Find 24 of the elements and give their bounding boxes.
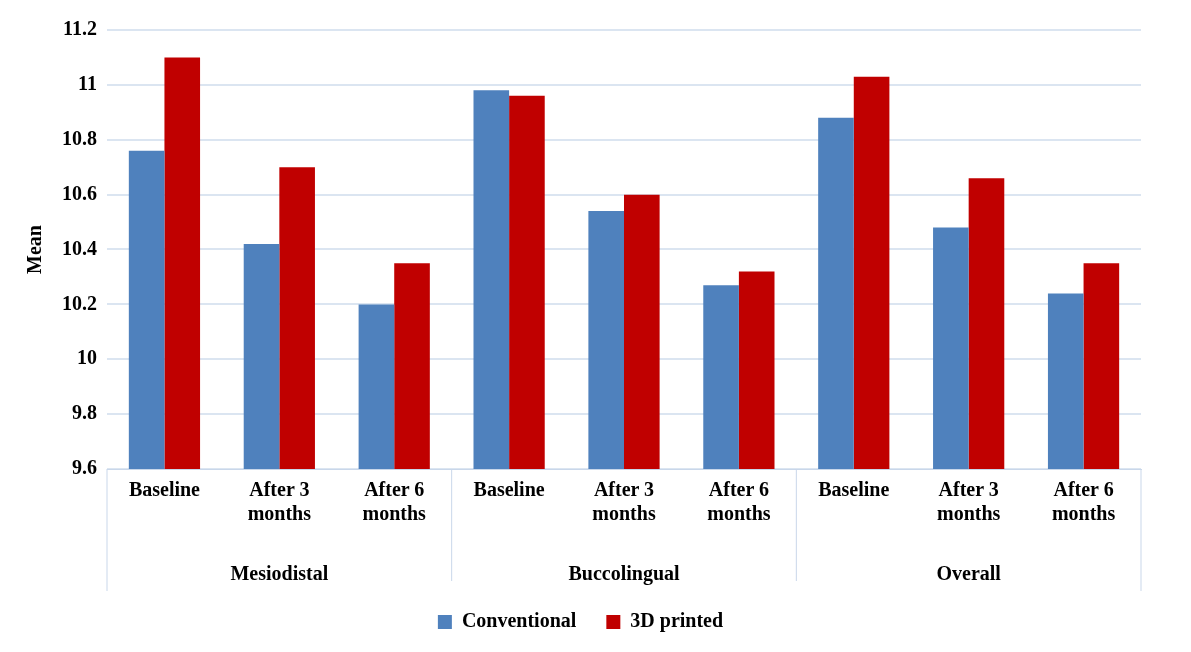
y-tick-label: 9.8 — [72, 401, 97, 424]
x-tick-label: Baseline — [473, 478, 545, 501]
x-tick-label: Baseline — [818, 478, 890, 501]
y-tick-label: 11 — [78, 72, 97, 95]
y-tick-label: 11.2 — [63, 17, 97, 40]
legend-label: 3D printed — [630, 609, 724, 633]
y-tick-label: 10 — [77, 346, 97, 369]
x-tick-label: After 6 months — [707, 478, 771, 525]
x-tick-label: After 3 months — [936, 478, 1001, 525]
x-tick-label: After 3 months — [247, 478, 312, 525]
y-tick-label: 10.4 — [62, 236, 97, 259]
x-tick-label: After 6 months — [1051, 478, 1116, 525]
x-tick-label: After 6 months — [362, 478, 427, 525]
y-tick-label: 10.8 — [62, 126, 97, 149]
y-tick-label: 10.2 — [62, 291, 97, 314]
y-axis-title: Mean — [23, 225, 46, 274]
text: Mesiodistal — [230, 562, 329, 585]
y-tick-label: 10.6 — [62, 181, 97, 204]
x-tick-label: Baseline — [128, 478, 201, 501]
y-tick-label: 9.6 — [72, 456, 97, 479]
text: Overall — [936, 562, 1002, 585]
x-tick-label: After 3 months — [592, 478, 656, 525]
text: Buccolingual — [568, 562, 681, 586]
legend-label: Conventional — [461, 609, 577, 632]
